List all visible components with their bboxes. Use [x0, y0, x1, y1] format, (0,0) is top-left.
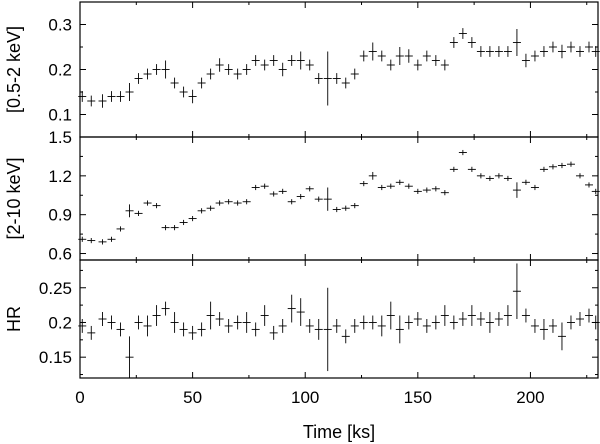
y-tick-label-hr: 0.2	[48, 313, 72, 332]
x-tick-label: 100	[291, 388, 319, 407]
x-tick-label: 150	[404, 388, 432, 407]
panel-frame-hr	[79, 259, 599, 379]
y-axis-title-soft: [0.5-2 keV]	[4, 26, 24, 113]
y-tick-label-hard: 1.5	[48, 128, 72, 147]
y-axis-title-hard: [2-10 keV]	[4, 157, 24, 239]
x-tick-label: 0	[75, 388, 84, 407]
y-tick-label-hard: 0.9	[48, 206, 72, 225]
y-tick-label-hr: 0.15	[39, 348, 72, 367]
x-tick-label: 50	[183, 388, 202, 407]
y-tick-label-hr: 0.25	[39, 279, 72, 298]
panel-frame-hard	[79, 136, 599, 261]
y-tick-label-hard: 0.6	[48, 245, 72, 264]
y-tick-label-soft: 0.2	[48, 61, 72, 80]
y-axis-title-hr: HR	[4, 306, 24, 332]
x-axis-title: Time [ks]	[303, 422, 375, 442]
x-tick-label: 200	[516, 388, 544, 407]
y-tick-label-soft: 0.3	[48, 16, 72, 35]
y-tick-label-hard: 1.2	[48, 167, 72, 186]
y-tick-label-soft: 0.1	[48, 106, 72, 125]
